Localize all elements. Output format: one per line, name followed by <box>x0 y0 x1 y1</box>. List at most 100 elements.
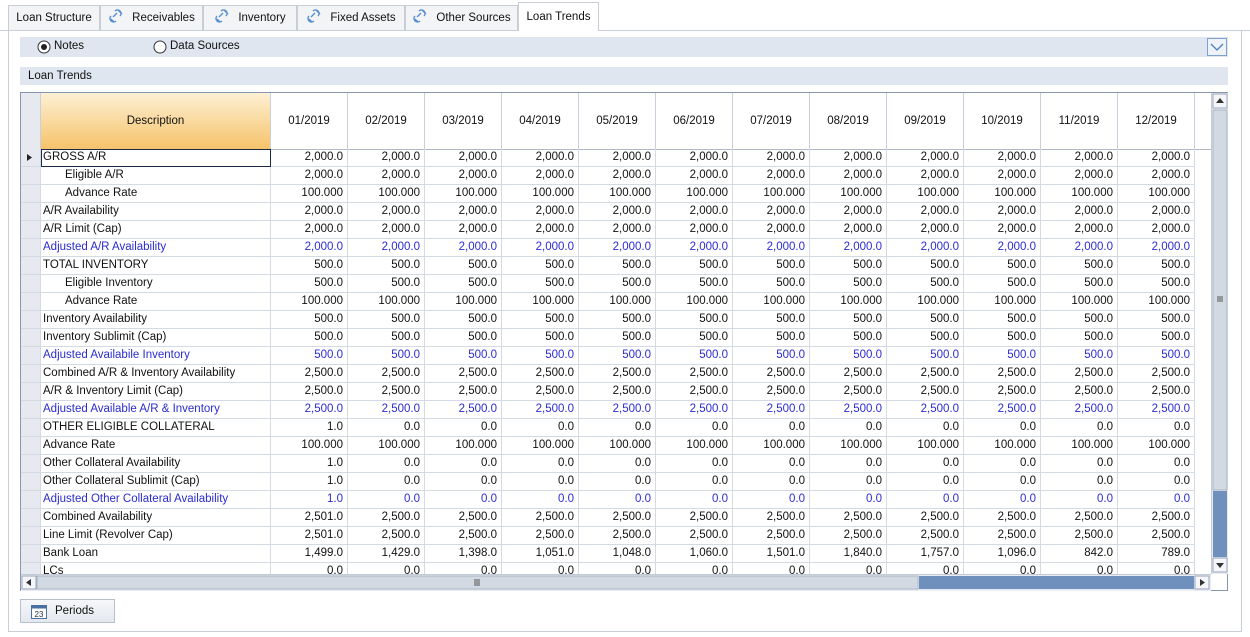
value-cell[interactable]: 2,500.0 <box>425 401 502 419</box>
value-cell[interactable]: 2,000.0 <box>579 167 656 185</box>
value-cell[interactable]: 500.0 <box>425 311 502 329</box>
value-cell[interactable]: 2,500.0 <box>887 509 964 527</box>
value-cell[interactable]: 2,000.0 <box>271 149 348 167</box>
value-cell[interactable]: 2,500.0 <box>656 401 733 419</box>
value-cell[interactable]: 2,000.0 <box>425 221 502 239</box>
row-label[interactable]: A/R & Inventory Limit (Cap) <box>41 383 271 401</box>
value-cell[interactable]: 2,500.0 <box>348 365 425 383</box>
value-cell[interactable]: 2,500.0 <box>887 527 964 545</box>
value-cell[interactable]: 2,000.0 <box>1118 149 1195 167</box>
value-cell[interactable]: 500.0 <box>1118 329 1195 347</box>
row-indicator[interactable] <box>21 149 41 167</box>
value-cell[interactable]: 2,000.0 <box>1118 203 1195 221</box>
row-label[interactable]: TOTAL INVENTORY <box>41 257 271 275</box>
value-cell[interactable]: 0.0 <box>425 455 502 473</box>
value-cell[interactable]: 2,500.0 <box>579 401 656 419</box>
value-cell[interactable]: 500.0 <box>579 275 656 293</box>
value-cell[interactable]: 1,051.0 <box>502 545 579 563</box>
value-cell[interactable]: 2,500.0 <box>502 509 579 527</box>
value-cell[interactable]: 100.000 <box>502 185 579 203</box>
value-cell[interactable]: 2,000.0 <box>271 239 348 257</box>
value-cell[interactable]: 2,500.0 <box>348 383 425 401</box>
value-cell[interactable]: 2,000.0 <box>1041 149 1118 167</box>
value-cell[interactable]: 2,000.0 <box>425 239 502 257</box>
row-indicator[interactable] <box>21 329 41 347</box>
value-cell[interactable]: 500.0 <box>502 257 579 275</box>
value-cell[interactable]: 2,000.0 <box>271 167 348 185</box>
value-cell[interactable]: 100.000 <box>1118 185 1195 203</box>
value-cell[interactable]: 2,500.0 <box>502 383 579 401</box>
value-cell[interactable]: 100.000 <box>1041 437 1118 455</box>
value-cell[interactable]: 2,000.0 <box>579 221 656 239</box>
value-cell[interactable]: 2,000.0 <box>348 239 425 257</box>
value-cell[interactable]: 500.0 <box>271 257 348 275</box>
value-cell[interactable]: 500.0 <box>887 257 964 275</box>
row-label[interactable]: Other Collateral Sublimit (Cap) <box>41 473 271 491</box>
value-cell[interactable]: 2,500.0 <box>425 527 502 545</box>
value-cell[interactable]: 2,500.0 <box>1041 383 1118 401</box>
value-cell[interactable]: 0.0 <box>348 419 425 437</box>
row-indicator[interactable] <box>21 185 41 203</box>
value-cell[interactable]: 2,000.0 <box>656 203 733 221</box>
value-cell[interactable]: 500.0 <box>425 275 502 293</box>
value-cell[interactable]: 0.0 <box>810 473 887 491</box>
row-label[interactable]: Inventory Availability <box>41 311 271 329</box>
value-cell[interactable]: 1,048.0 <box>579 545 656 563</box>
row-label[interactable]: Combined Availability <box>41 509 271 527</box>
value-cell[interactable]: 1,398.0 <box>425 545 502 563</box>
value-cell[interactable]: 500.0 <box>964 257 1041 275</box>
row-indicator[interactable] <box>21 419 41 437</box>
value-cell[interactable]: 500.0 <box>887 311 964 329</box>
value-cell[interactable]: 0.0 <box>271 563 348 574</box>
row-label[interactable]: Bank Loan <box>41 545 271 563</box>
value-cell[interactable]: 500.0 <box>1118 311 1195 329</box>
value-cell[interactable]: 2,000.0 <box>1118 167 1195 185</box>
row-label[interactable]: LCs <box>41 563 271 574</box>
tab[interactable]: Loan Structure <box>8 5 100 30</box>
value-cell[interactable]: 2,000.0 <box>964 167 1041 185</box>
value-cell[interactable]: 2,000.0 <box>1041 167 1118 185</box>
value-cell[interactable]: 100.000 <box>656 293 733 311</box>
value-cell[interactable]: 0.0 <box>579 491 656 509</box>
row-label[interactable]: Combined A/R & Inventory Availability <box>41 365 271 383</box>
value-cell[interactable]: 500.0 <box>271 311 348 329</box>
value-cell[interactable]: 100.000 <box>656 185 733 203</box>
value-cell[interactable]: 0.0 <box>425 563 502 574</box>
row-indicator[interactable] <box>21 545 41 563</box>
row-indicator[interactable] <box>21 455 41 473</box>
tab-active[interactable]: Loan Trends <box>518 2 599 31</box>
value-cell[interactable]: 0.0 <box>579 473 656 491</box>
value-cell[interactable]: 2,500.0 <box>656 527 733 545</box>
row-indicator[interactable] <box>21 347 41 365</box>
value-cell[interactable]: 100.000 <box>425 437 502 455</box>
value-cell[interactable]: 0.0 <box>1041 473 1118 491</box>
value-cell[interactable]: 500.0 <box>656 329 733 347</box>
value-cell[interactable]: 0.0 <box>887 419 964 437</box>
row-indicator[interactable] <box>21 401 41 419</box>
value-cell[interactable]: 2,500.0 <box>810 383 887 401</box>
value-cell[interactable]: 2,500.0 <box>348 527 425 545</box>
value-cell[interactable]: 2,000.0 <box>1118 221 1195 239</box>
value-cell[interactable]: 2,500.0 <box>810 365 887 383</box>
value-cell[interactable]: 0.0 <box>579 455 656 473</box>
value-cell[interactable]: 2,500.0 <box>656 365 733 383</box>
value-cell[interactable]: 100.000 <box>348 185 425 203</box>
value-cell[interactable]: 2,500.0 <box>579 365 656 383</box>
value-cell[interactable]: 0.0 <box>964 455 1041 473</box>
column-header[interactable]: 07/2019 <box>733 93 810 150</box>
value-cell[interactable]: 0.0 <box>964 473 1041 491</box>
value-cell[interactable]: 500.0 <box>579 347 656 365</box>
row-label[interactable]: Advance Rate <box>41 185 271 203</box>
column-header[interactable]: 01/2019 <box>271 93 348 150</box>
value-cell[interactable]: 100.000 <box>810 437 887 455</box>
value-cell[interactable]: 500.0 <box>1041 329 1118 347</box>
value-cell[interactable]: 842.0 <box>1041 545 1118 563</box>
value-cell[interactable]: 2,000.0 <box>656 239 733 257</box>
value-cell[interactable]: 2,500.0 <box>656 383 733 401</box>
column-header[interactable]: 03/2019 <box>425 93 502 150</box>
value-cell[interactable]: 2,500.0 <box>810 401 887 419</box>
row-label[interactable]: Other Collateral Availability <box>41 455 271 473</box>
value-cell[interactable]: 100.000 <box>733 293 810 311</box>
value-cell[interactable]: 2,501.0 <box>271 527 348 545</box>
value-cell[interactable]: 0.0 <box>887 455 964 473</box>
